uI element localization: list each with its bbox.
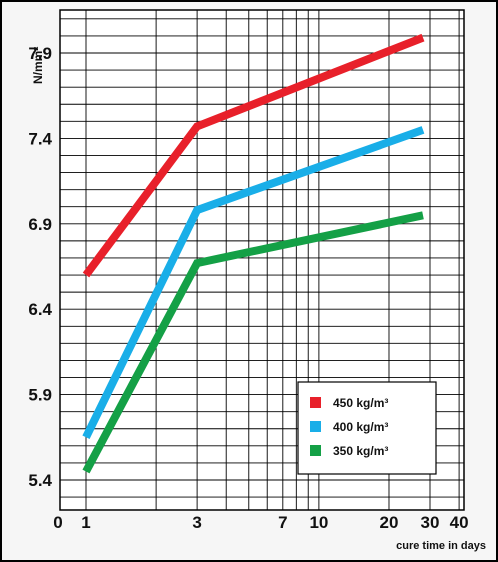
legend-swatch [310,445,321,456]
x-tick-label: 7 [278,513,287,532]
x-tick-labels: 0 1 3 7 10 20 30 40 [53,513,468,532]
y-axis-label: N/mm² [31,47,45,84]
x-tick-label: 3 [192,513,201,532]
x-tick-label: 10 [309,513,328,532]
series-line [82,126,425,440]
y-tick-label: 6.9 [28,215,52,234]
x-tick-label: 1 [81,513,90,532]
y-tick-label: 5.4 [28,471,52,490]
x-tick-label: 20 [380,513,399,532]
x-tick-label: 0 [53,513,62,532]
legend-label: 350 kg/m³ [333,444,388,458]
x-tick-label: 40 [450,513,469,532]
series-lines [82,33,425,474]
y-tick-label: 5.9 [28,386,52,405]
legend-swatch [310,397,321,408]
legend: 450 kg/m³ 400 kg/m³ 350 kg/m³ [297,381,437,475]
x-tick-label: 30 [421,513,440,532]
series-line [82,211,424,474]
y-tick-label: 7.4 [28,129,52,148]
legend-label: 400 kg/m³ [333,420,388,434]
y-tick-label: 7.9 [28,44,52,63]
x-axis-label: cure time in days [396,540,486,552]
legend-label: 450 kg/m³ [333,396,388,410]
y-tick-labels: 5.4 5.9 6.4 6.9 7.4 7.9 [28,44,52,490]
legend-swatch [310,421,321,432]
y-tick-label: 6.4 [28,300,52,319]
series-line [82,33,425,278]
